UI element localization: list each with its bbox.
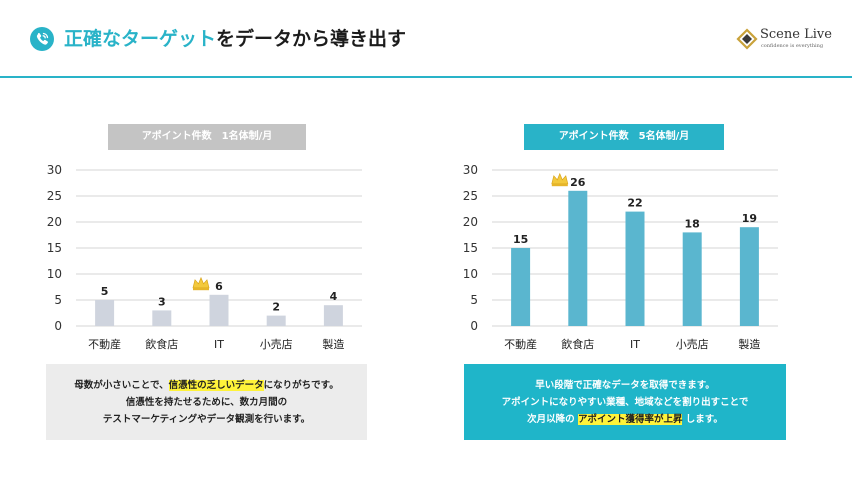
x-tick-label: 製造 <box>322 337 344 351</box>
x-tick-label: 不動産 <box>88 337 121 351</box>
bar <box>682 232 702 326</box>
bar <box>323 305 343 326</box>
phone-icon <box>30 27 54 51</box>
bar <box>95 300 115 326</box>
chart-panel-1-member: アポイント件数 1名体制/月 0 5 10 15 20 25 30 5 不動産 3 飲食店 6 IT 2 小… <box>40 124 380 356</box>
bar <box>625 211 645 326</box>
note-line: アポイントになりやすい業種、地域などを割り出すことで <box>501 396 749 408</box>
x-tick-label: 小売店 <box>260 337 293 351</box>
note-text-segment: 母数が小さいことで、 <box>74 379 169 391</box>
bar <box>568 190 588 326</box>
logo-name: Scene Live <box>760 27 832 42</box>
bar <box>739 227 759 326</box>
brand-logo: Scene Live confidence is everything <box>736 26 836 52</box>
data-label: 2 <box>272 301 280 314</box>
chart-title: アポイント件数 1名体制/月 <box>108 124 306 150</box>
note-text-segment: します。 <box>685 413 723 425</box>
y-tick-label: 15 <box>463 241 478 255</box>
y-tick-label: 10 <box>463 267 478 281</box>
data-label: 4 <box>330 290 338 303</box>
data-label: 22 <box>627 197 642 210</box>
crown-icon <box>192 276 210 291</box>
logo-tagline: confidence is everything <box>761 43 824 49</box>
y-tick-label: 10 <box>47 267 62 281</box>
bar <box>266 315 286 326</box>
data-label: 3 <box>158 295 166 308</box>
note-text-segment: 次月以降の <box>527 413 575 425</box>
crown-icon <box>551 172 569 187</box>
bar <box>152 310 172 326</box>
y-tick-label: 5 <box>54 293 62 307</box>
note-text: 早い段階で正確なデータを取得できます。 アポイントになりやすい業種、地域などを割… <box>501 377 749 428</box>
y-tick-label: 15 <box>47 241 62 255</box>
chart-title: アポイント件数 5名体制/月 <box>524 124 724 150</box>
header: 正確なターゲットをデータから導き出す Scene Live confidence… <box>0 0 852 78</box>
x-tick-label: 飲食店 <box>561 337 594 351</box>
highlighted-text: 信憑性の乏しいデータ <box>168 379 264 391</box>
y-tick-label: 25 <box>47 189 62 203</box>
bar <box>511 248 531 326</box>
x-tick-label: IT <box>214 338 224 351</box>
note-text: 母数が小さいことで、信憑性の乏しいデータになりがちです。 信憑性を持たせるために… <box>74 377 339 428</box>
note-box-left: 母数が小さいことで、信憑性の乏しいデータになりがちです。 信憑性を持たせるために… <box>46 364 367 440</box>
note-line: 早い段階で正確なデータを取得できます。 <box>535 379 715 391</box>
data-label: 18 <box>685 217 700 230</box>
y-tick-label: 30 <box>463 163 478 177</box>
data-label: 6 <box>215 280 223 293</box>
page-title: 正確なターゲットをデータから導き出す <box>64 27 406 51</box>
page-title-rest: をデータから導き出す <box>216 28 407 50</box>
bar-chart-1-member: 0 5 10 15 20 25 30 5 不動産 3 飲食店 6 IT 2 小売店 4 製造 <box>47 163 362 351</box>
y-tick-label: 5 <box>470 293 478 307</box>
bar <box>209 294 229 326</box>
x-tick-label: 不動産 <box>504 337 537 351</box>
y-tick-label: 20 <box>463 215 478 229</box>
y-tick-label: 0 <box>54 319 62 333</box>
data-label: 26 <box>570 176 586 189</box>
y-tick-label: 20 <box>47 215 62 229</box>
note-text-segment: になりがちです。 <box>263 379 339 391</box>
logo-mark-icon <box>736 28 758 50</box>
x-tick-label: IT <box>630 338 640 351</box>
data-label: 19 <box>742 212 757 225</box>
data-label: 15 <box>513 233 528 246</box>
y-tick-label: 25 <box>463 189 478 203</box>
data-label: 5 <box>101 285 109 298</box>
note-line: 次月以降の アポイント獲得率が上昇 します。 <box>502 411 749 428</box>
highlighted-text: アポイント獲得率が上昇 <box>577 413 683 425</box>
note-line: テストマーケティングやデータ観測を行います。 <box>102 413 311 425</box>
x-tick-label: 製造 <box>738 337 760 351</box>
y-tick-label: 30 <box>47 163 62 177</box>
y-tick-label: 0 <box>470 319 478 333</box>
note-line: 信憑性を持たせるために、数カ月間の <box>125 396 288 408</box>
chart-panel-5-member: アポイント件数 5名体制/月 0 5 10 15 20 25 30 15 不動産 26 飲食店 22 I… <box>456 124 796 356</box>
note-box-right: 早い段階で正確なデータを取得できます。 アポイントになりやすい業種、地域などを割… <box>464 364 786 440</box>
page-title-highlight: 正確なターゲット <box>64 28 217 50</box>
x-tick-label: 飲食店 <box>145 337 178 351</box>
note-line: 母数が小さいことで、信憑性の乏しいデータになりがちです。 <box>74 377 339 394</box>
x-tick-label: 小売店 <box>676 337 709 351</box>
bar-chart-5-member: 0 5 10 15 20 25 30 15 不動産 26 飲食店 22 IT 18 小売店 19 製造 <box>463 163 778 351</box>
